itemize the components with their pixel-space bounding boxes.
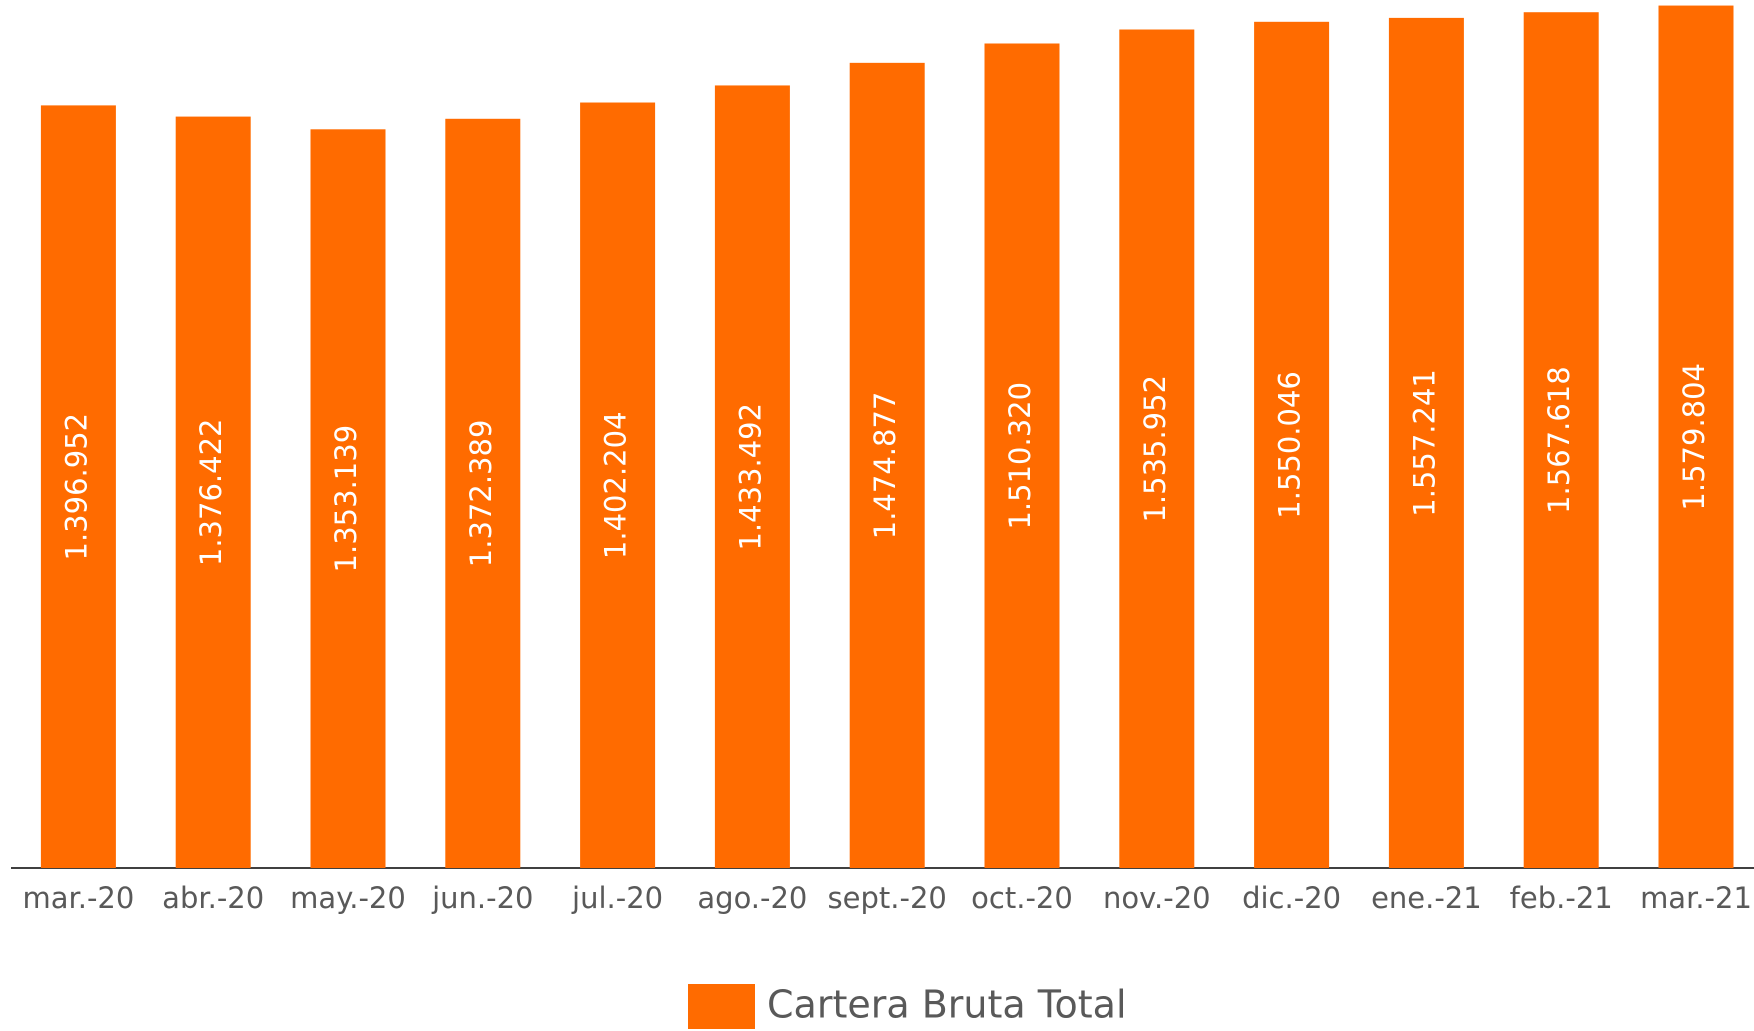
- x-tick-label: nov.-20: [1103, 881, 1211, 915]
- x-tick-label: mar.-20: [22, 881, 134, 915]
- value-label: 1.567.618: [1542, 366, 1576, 514]
- x-tick-label: sept.-20: [828, 881, 947, 915]
- x-tick-label: jul.-20: [571, 881, 663, 915]
- bar: [1254, 21, 1330, 869]
- value-label: 1.372.389: [464, 420, 498, 568]
- value-label: 1.535.952: [1138, 375, 1172, 523]
- x-tick-label: may.-20: [290, 881, 406, 915]
- bar: [714, 85, 790, 869]
- bar: [849, 62, 925, 868]
- value-label: 1.396.952: [59, 413, 93, 561]
- x-tick-label: jun.-20: [431, 881, 533, 915]
- legend-label: Cartera Bruta Total: [767, 983, 1127, 1027]
- value-label: 1.474.877: [868, 392, 902, 540]
- x-tick-label: feb.-21: [1510, 881, 1613, 915]
- x-tick-label: mar.-21: [1640, 881, 1752, 915]
- value-label: 1.557.241: [1407, 369, 1441, 517]
- bar: [580, 102, 656, 868]
- value-label: 1.402.204: [599, 411, 633, 559]
- value-label: 1.550.046: [1273, 371, 1307, 519]
- bar: [1119, 29, 1195, 869]
- value-label: 1.376.422: [194, 419, 228, 567]
- bar: [310, 129, 386, 869]
- bar: [175, 116, 251, 868]
- x-tick-label: abr.-20: [162, 881, 264, 915]
- legend-swatch: [688, 984, 755, 1029]
- bar: [445, 118, 521, 868]
- bar: [984, 43, 1060, 868]
- bar: [1658, 5, 1734, 869]
- value-label: 1.579.804: [1677, 363, 1711, 511]
- bar: [1523, 12, 1599, 868]
- bar: [40, 105, 116, 868]
- x-tick-label: dic.-20: [1242, 881, 1341, 915]
- value-label: 1.353.139: [329, 425, 363, 573]
- x-tick-label: ene.-21: [1371, 881, 1482, 915]
- x-tick-label: ago.-20: [697, 881, 807, 915]
- value-label: 1.510.320: [1003, 382, 1037, 530]
- value-label: 1.433.492: [733, 403, 767, 551]
- x-tick-label: oct.-20: [971, 881, 1073, 915]
- bar: [1388, 17, 1464, 868]
